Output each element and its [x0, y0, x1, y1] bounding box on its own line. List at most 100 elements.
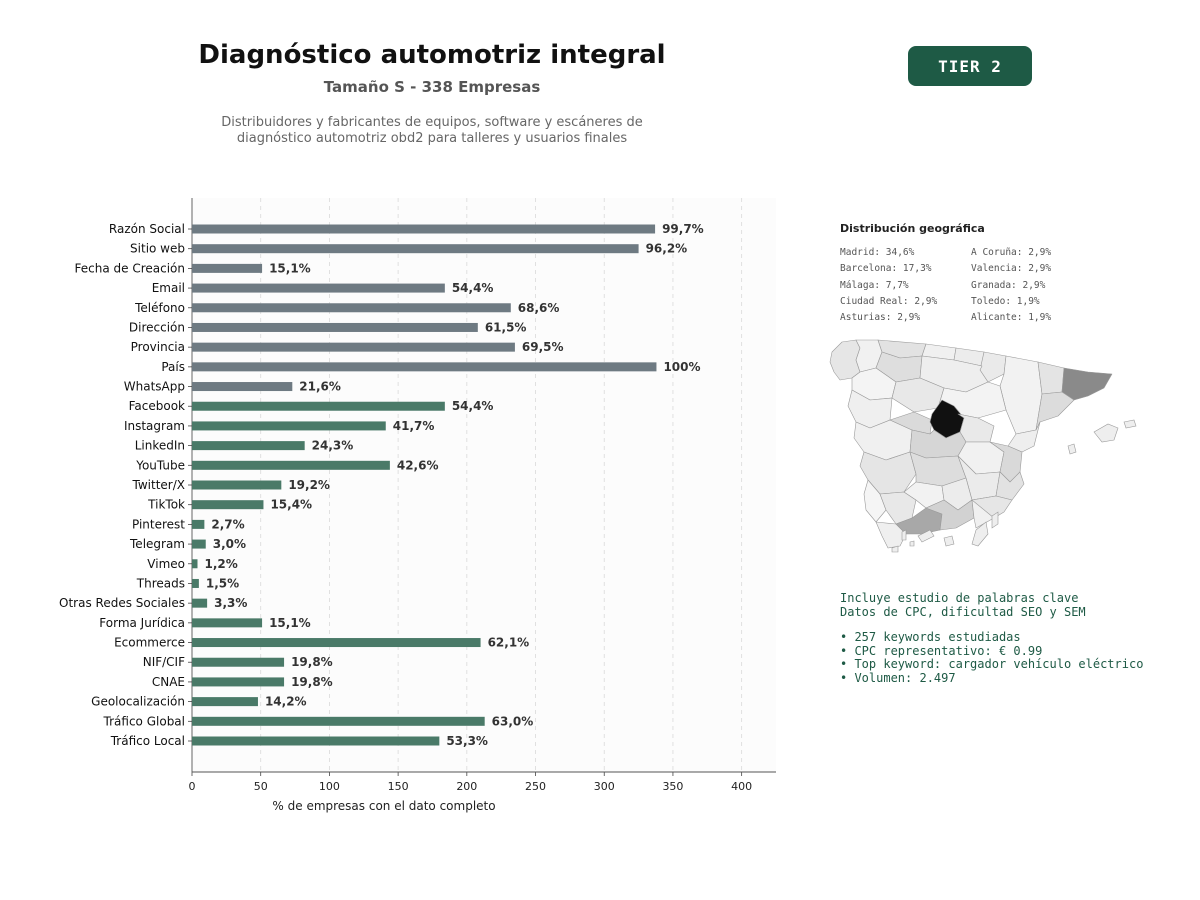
category-label: Otras Redes Sociales [59, 596, 185, 610]
bar [192, 322, 478, 332]
keywords-bullet: • 257 keywords estudiadas [840, 630, 1021, 644]
geo-item: Toledo: 1,9% [971, 295, 1040, 307]
geo-item: Granada: 2,9% [971, 279, 1046, 291]
map-region-ibiza [1067, 443, 1077, 455]
map-region-gomera [909, 540, 915, 547]
data-label: 21,6% [299, 380, 341, 394]
data-label: 15,1% [269, 261, 311, 275]
geo-item: Asturias: 2,9% [840, 312, 921, 324]
category-label: Telegram [129, 537, 185, 551]
data-label: 96,2% [646, 242, 688, 256]
category-label: Tráfico Local [110, 734, 185, 748]
x-tick-label: 200 [456, 780, 477, 793]
bar [192, 480, 282, 490]
category-label: Fecha de Creación [75, 261, 185, 275]
bar [192, 263, 263, 273]
data-label: 53,3% [446, 734, 488, 748]
keywords-block: Incluye estudio de palabras clave Datos … [840, 591, 1180, 685]
map-region-fuerteventura [971, 521, 989, 547]
keywords-line: Datos de CPC, dificultad SEO y SEM [840, 604, 1086, 619]
category-label: Twitter/X [132, 478, 185, 492]
description-line: diagnóstico automotriz obd2 para tallere… [236, 131, 628, 146]
bar [192, 598, 208, 608]
geo-list: Madrid: 34,6% A Coruña: 2,9% Barcelona: … [840, 245, 1080, 326]
data-label: 19,8% [291, 675, 333, 689]
page-title: Diagnóstico automotriz integral [198, 40, 666, 70]
category-label: NIF/CIF [143, 655, 185, 669]
map-region-tenerife [917, 529, 935, 543]
category-label: País [161, 360, 185, 374]
spain-map [829, 339, 1137, 553]
data-label: 15,4% [270, 498, 312, 512]
keywords-bullet: • CPC representativo: € 0.99 [840, 643, 1043, 658]
plot-area [192, 198, 776, 772]
data-label: 19,8% [291, 655, 333, 669]
data-label: 42,6% [397, 458, 439, 472]
data-label: 68,6% [518, 301, 560, 315]
data-label: 63,0% [492, 714, 534, 728]
category-label: CNAE [152, 675, 185, 689]
data-label: 3,3% [214, 596, 247, 610]
bar [192, 401, 445, 411]
geo-item: A Coruña: 2,9% [971, 247, 1052, 258]
bar [192, 539, 206, 549]
bar [192, 500, 264, 510]
x-tick-label: 350 [662, 780, 683, 793]
category-label: Forma Jurídica [99, 616, 185, 630]
bar [192, 519, 205, 529]
geo-item: Alicante: 1,9% [971, 312, 1052, 324]
map-region-gran-canaria [943, 535, 955, 547]
tier-badge: TIER 2 [908, 46, 1032, 86]
map-region-la-palma [901, 529, 907, 541]
geo-item: Madrid: 34,6% [840, 247, 915, 258]
data-label: 61,5% [485, 320, 527, 334]
bar [192, 421, 386, 431]
data-label: 62,1% [488, 636, 530, 650]
bar [192, 618, 263, 628]
bar [192, 303, 511, 313]
map-region-lleida [1037, 361, 1065, 395]
map-region-galicia [829, 339, 861, 381]
data-label: 1,2% [204, 557, 237, 571]
data-label: 3,0% [213, 537, 246, 551]
x-tick-label: 100 [319, 780, 340, 793]
data-label: 54,4% [452, 399, 494, 413]
map-region-murcia [971, 495, 1013, 519]
category-label: Geolocalización [91, 695, 185, 709]
page-subtitle: Tamaño S - 338 Empresas [323, 78, 541, 96]
bar [192, 441, 305, 451]
data-label: 1,5% [206, 576, 239, 590]
data-label: 69,5% [522, 340, 564, 354]
category-label: Provincia [131, 340, 185, 354]
bar [192, 460, 390, 470]
bar [192, 342, 515, 352]
geo-title: Distribución geográfica [840, 222, 985, 235]
geo-item: Valencia: 2,9% [971, 263, 1052, 275]
category-label: Ecommerce [114, 636, 185, 650]
bar [192, 697, 258, 707]
category-label: Vimeo [147, 557, 185, 571]
map-region-menorca [1123, 419, 1137, 429]
keywords-line: Incluye estudio de palabras clave [840, 591, 1079, 605]
keywords-bullet: • Top keyword: cargador vehículo eléctri… [840, 657, 1144, 671]
category-label: Razón Social [109, 222, 185, 236]
category-label: Pinterest [132, 517, 185, 531]
bar [192, 716, 485, 726]
bar [192, 224, 656, 234]
category-label: Facebook [129, 399, 185, 413]
category-label: LinkedIn [135, 439, 185, 453]
data-label: 41,7% [393, 419, 435, 433]
bar [192, 657, 285, 667]
data-label: 99,7% [662, 222, 704, 236]
data-label: 15,1% [269, 616, 311, 630]
x-axis-label: % de empresas con el dato completo [272, 799, 495, 813]
data-label: 100% [663, 360, 700, 374]
map-region-barcelona [1061, 367, 1113, 401]
bar [192, 283, 445, 293]
map-region-tarragona [1035, 391, 1075, 431]
x-tick-label: 0 [189, 780, 196, 793]
description-line: Distribuidores y fabricantes de equipos,… [221, 115, 643, 130]
bar [192, 677, 285, 687]
bar [192, 559, 198, 569]
map-region-toledo [909, 429, 967, 459]
